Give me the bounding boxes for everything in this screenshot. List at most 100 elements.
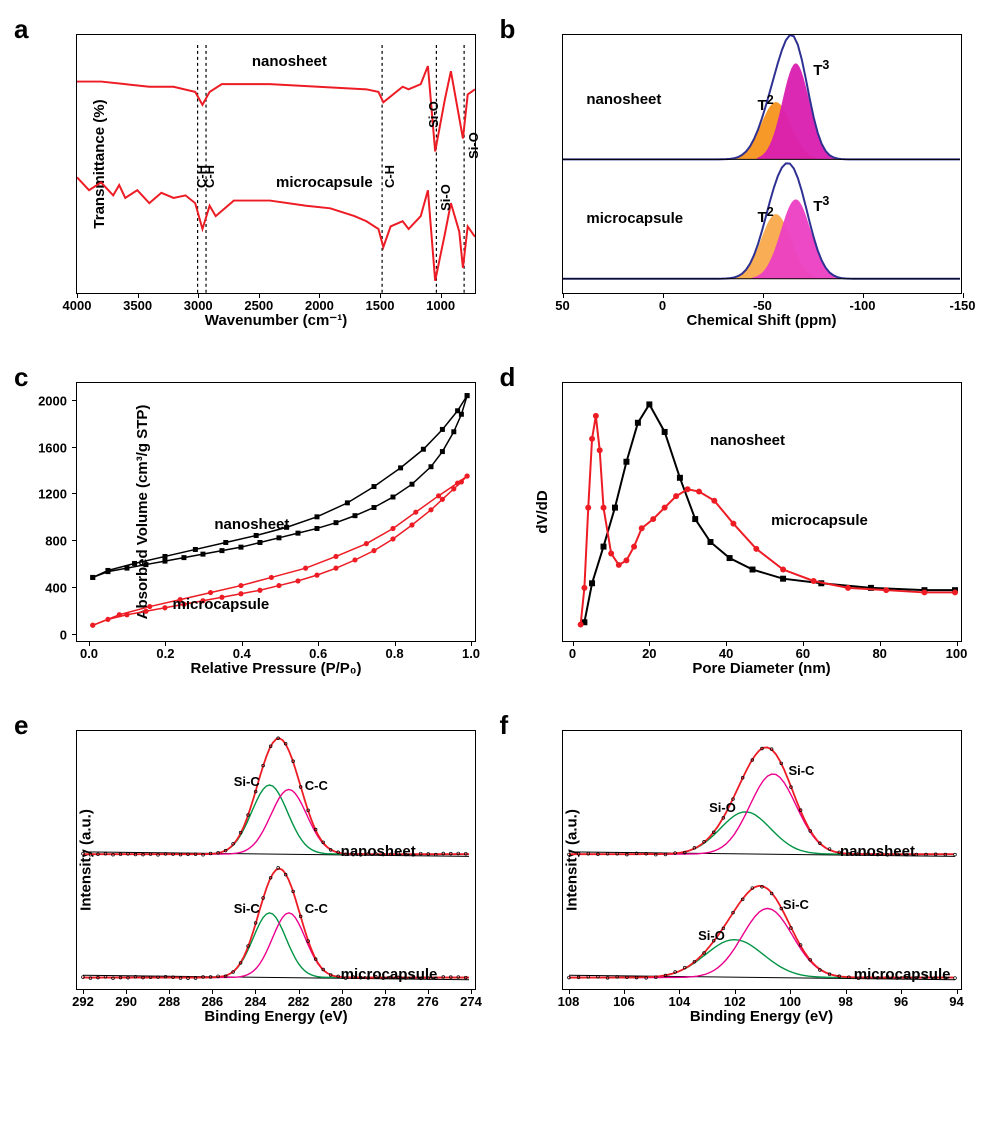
tick-label: 108 bbox=[558, 994, 580, 1009]
tick-label: 2500 bbox=[244, 298, 273, 313]
tick-label: 0.2 bbox=[156, 646, 174, 661]
tick-label: 278 bbox=[374, 994, 396, 1009]
tick-label: 104 bbox=[668, 994, 690, 1009]
tick-label: 98 bbox=[838, 994, 852, 1009]
tick-label: 1200 bbox=[38, 487, 67, 502]
plot-a-box: Transmittance (%) Wavenumber (cm⁻¹) 4000… bbox=[76, 34, 476, 294]
tick-label: 276 bbox=[417, 994, 439, 1009]
tick-label: 0.6 bbox=[309, 646, 327, 661]
tick-label: 1.0 bbox=[462, 646, 480, 661]
peak-label: C-C bbox=[305, 778, 328, 793]
tick-label: 0 bbox=[659, 298, 666, 313]
panel-label-c: c bbox=[14, 362, 28, 393]
tick-label: 100 bbox=[946, 646, 968, 661]
tick-label: 80 bbox=[872, 646, 886, 661]
series-label: nanosheet bbox=[710, 432, 785, 449]
svg-a bbox=[77, 35, 475, 294]
peak-label: Si-O bbox=[709, 800, 736, 815]
tick-label: 96 bbox=[894, 994, 908, 1009]
peak-label: C-H bbox=[202, 165, 217, 188]
tick-label: 0 bbox=[60, 628, 67, 643]
tick-label: -150 bbox=[949, 298, 975, 313]
tick-label: 284 bbox=[245, 994, 267, 1009]
plot-b-box: Chemical Shift (ppm) 500-50-100-150 nano… bbox=[562, 34, 962, 294]
panel-label-b: b bbox=[500, 14, 516, 45]
tick-label: 286 bbox=[201, 994, 223, 1009]
tick-label: 2000 bbox=[305, 298, 334, 313]
peak-label: Si-O bbox=[438, 184, 453, 211]
series-label: microcapsule bbox=[771, 512, 868, 529]
tick-label: 20 bbox=[642, 646, 656, 661]
series-label: microcapsule bbox=[276, 174, 373, 191]
tick-label: 4000 bbox=[63, 298, 92, 313]
tick-label: 800 bbox=[45, 534, 67, 549]
series-label: nanosheet bbox=[586, 91, 661, 108]
tick-label: 3500 bbox=[123, 298, 152, 313]
tick-label: 288 bbox=[158, 994, 180, 1009]
tick-label: 292 bbox=[72, 994, 94, 1009]
plot-f-box: Intensity (a.u.) Binding Energy (eV) 108… bbox=[562, 730, 962, 990]
xlabel-e: Binding Energy (eV) bbox=[204, 1008, 347, 1025]
peak-label: Si-O bbox=[466, 132, 481, 159]
peak-label: Si-C bbox=[234, 774, 260, 789]
series-label: nanosheet bbox=[840, 843, 915, 860]
plot-d-box: dV/dD Pore Diameter (nm) 020406080100 na… bbox=[562, 382, 962, 642]
figure-grid: a Transmittance (%) Wavenumber (cm⁻¹) 40… bbox=[0, 0, 987, 1052]
tick-label: 106 bbox=[613, 994, 635, 1009]
peak-label-t2: T2 bbox=[758, 93, 774, 114]
tick-label: 1000 bbox=[426, 298, 455, 313]
series-label: nanosheet bbox=[214, 516, 289, 533]
tick-label: 100 bbox=[779, 994, 801, 1009]
xlabel-a: Wavenumber (cm⁻¹) bbox=[205, 311, 347, 329]
peak-label: Si-C bbox=[783, 897, 809, 912]
tick-label: 280 bbox=[331, 994, 353, 1009]
peak-label-t2: T2 bbox=[758, 205, 774, 226]
series-label: microcapsule bbox=[341, 966, 438, 983]
panel-c: c Absorbed Volume (cm³/g STP) Relative P… bbox=[20, 368, 482, 684]
series-label: nanosheet bbox=[252, 53, 327, 70]
tick-label: 102 bbox=[724, 994, 746, 1009]
tick-label: -100 bbox=[849, 298, 875, 313]
svg-e bbox=[77, 731, 475, 990]
series-label: microcapsule bbox=[173, 596, 270, 613]
panel-e: e Intensity (a.u.) Binding Energy (eV) 2… bbox=[20, 716, 482, 1032]
tick-label: 0 bbox=[569, 646, 576, 661]
tick-label: 0.8 bbox=[386, 646, 404, 661]
svg-b bbox=[563, 35, 961, 294]
tick-label: -50 bbox=[753, 298, 772, 313]
panel-b: b Chemical Shift (ppm) 500-50-100-150 na… bbox=[506, 20, 968, 336]
tick-label: 2000 bbox=[38, 393, 67, 408]
tick-label: 3000 bbox=[184, 298, 213, 313]
panel-label-e: e bbox=[14, 710, 28, 741]
tick-label: 60 bbox=[796, 646, 810, 661]
peak-label: C-H bbox=[382, 165, 397, 188]
panel-f: f Intensity (a.u.) Binding Energy (eV) 1… bbox=[506, 716, 968, 1032]
svg-f bbox=[563, 731, 961, 990]
panel-label-a: a bbox=[14, 14, 28, 45]
xlabel-b: Chemical Shift (ppm) bbox=[686, 312, 836, 329]
plot-e-box: Intensity (a.u.) Binding Energy (eV) 292… bbox=[76, 730, 476, 990]
tick-label: 274 bbox=[460, 994, 482, 1009]
panel-a: a Transmittance (%) Wavenumber (cm⁻¹) 40… bbox=[20, 20, 482, 336]
peak-label-t3: T3 bbox=[813, 194, 829, 215]
tick-label: 1500 bbox=[366, 298, 395, 313]
panel-label-f: f bbox=[500, 710, 509, 741]
tick-label: 40 bbox=[719, 646, 733, 661]
series-label: nanosheet bbox=[341, 843, 416, 860]
xlabel-f: Binding Energy (eV) bbox=[690, 1008, 833, 1025]
peak-label: C-C bbox=[305, 901, 328, 916]
tick-label: 0.0 bbox=[80, 646, 98, 661]
xlabel-d: Pore Diameter (nm) bbox=[692, 660, 830, 677]
series-label: microcapsule bbox=[586, 210, 683, 227]
panel-d: d dV/dD Pore Diameter (nm) 020406080100 … bbox=[506, 368, 968, 684]
series-label: microcapsule bbox=[854, 966, 951, 983]
tick-label: 400 bbox=[45, 581, 67, 596]
peak-label: Si-C bbox=[234, 901, 260, 916]
xlabel-c: Relative Pressure (P/P₀) bbox=[190, 660, 361, 677]
tick-label: 50 bbox=[555, 298, 569, 313]
tick-label: 94 bbox=[949, 994, 963, 1009]
tick-label: 0.4 bbox=[233, 646, 251, 661]
ylabel-d: dV/dD bbox=[534, 490, 551, 533]
panel-label-d: d bbox=[500, 362, 516, 393]
peak-label: Si-O bbox=[698, 928, 725, 943]
